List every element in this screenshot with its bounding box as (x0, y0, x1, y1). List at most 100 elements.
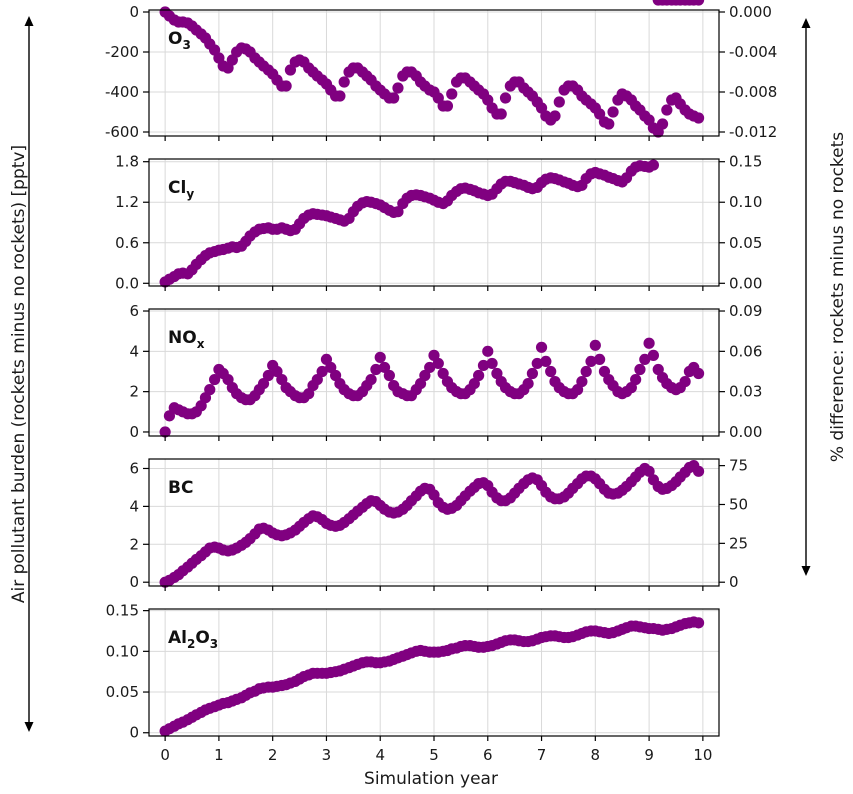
left-tick-label: 0 (129, 573, 139, 591)
data-point (692, 617, 705, 629)
left-tick-label: 0.15 (106, 602, 139, 620)
right-tick-label: 0.00 (729, 274, 762, 292)
x-tick-label: 8 (591, 746, 601, 764)
x-tick-label: 7 (537, 746, 547, 764)
data-point (370, 363, 382, 376)
left-tick-label: 4 (129, 497, 139, 515)
x-axis: 0 1 2 3 4 5 6 7 8 9 10 (160, 746, 712, 764)
data-point (392, 206, 404, 218)
right-tick-label: 0.15 (729, 153, 762, 171)
left-tick-label: 0 (129, 3, 139, 21)
data-point (159, 426, 171, 438)
data-point (419, 369, 431, 382)
right-axis-title-group: % difference: rockets minus no rockets (801, 18, 848, 576)
left-tick-label: 6 (129, 302, 139, 320)
data-point (388, 92, 400, 104)
left-tick-label: 6 (129, 459, 139, 477)
right-tick-label: 25 (729, 534, 748, 552)
x-tick-label: 1 (214, 746, 224, 764)
data-point (383, 369, 395, 382)
data-point (692, 465, 705, 477)
data-point (209, 373, 221, 386)
data-point (531, 357, 543, 370)
right-tick-label: 50 (729, 495, 748, 513)
data-point (639, 353, 651, 365)
panel-5: 0 0.05 0.10 0.15 Al2O3 (106, 602, 720, 742)
data-point (679, 375, 691, 388)
data-point (163, 410, 176, 422)
data-point (576, 375, 588, 388)
data-point (482, 345, 494, 357)
x-tick-label: 3 (322, 746, 332, 764)
left-tick-label: 1.8 (115, 153, 139, 171)
right-tick-label: 0.00 (729, 423, 762, 441)
right-tick-label: -0.012 (729, 123, 777, 141)
data-point (257, 377, 270, 390)
right-tick-label: 0.06 (729, 342, 762, 360)
data-point (553, 96, 565, 108)
x-tick-label: 4 (375, 746, 385, 764)
left-tick-label: 2 (129, 383, 139, 401)
left-tick-label: 0.0 (115, 274, 139, 292)
x-tick-label: 2 (268, 746, 278, 764)
data-point (630, 373, 642, 386)
x-axis-title: Simulation year (364, 769, 498, 789)
data-point (365, 373, 377, 386)
data-point (545, 365, 557, 378)
data-point (325, 361, 337, 374)
data-point (486, 357, 498, 370)
data-point (603, 118, 615, 130)
data-point (549, 110, 561, 122)
data-point (499, 92, 512, 104)
data-point (262, 369, 274, 382)
data-point (692, 367, 705, 380)
x-tick-label: 6 (483, 746, 493, 764)
right-tick-label: -0.004 (729, 43, 777, 61)
data-point (311, 373, 323, 386)
panel-label: Cly (168, 178, 194, 201)
panel-1: 0 -200 -400 -600 0.000 -0.004 -0.008 -0.012 O3 (105, 3, 777, 141)
data-point (535, 341, 548, 353)
data-point (495, 108, 507, 120)
data-point (643, 337, 655, 349)
left-tick-label: 0 (129, 724, 139, 742)
left-tick-label: 4 (129, 342, 139, 360)
left-axis-arrow-head-up (24, 16, 34, 26)
right-tick-label: -0.008 (729, 83, 777, 101)
data-point (526, 367, 539, 380)
data-point (585, 355, 597, 368)
data-point (280, 80, 292, 92)
left-y-axis-title: Air pollutant burden (rockets minus no r… (9, 145, 29, 603)
left-tick-label: -200 (105, 43, 139, 61)
data-point (271, 365, 283, 378)
data-point (477, 359, 490, 372)
right-axis-arrow-head-up (801, 18, 811, 28)
data-point (432, 357, 444, 370)
data-point (316, 365, 328, 378)
data-point (661, 104, 673, 116)
left-tick-label: 0 (129, 423, 139, 441)
right-tick-label: 75 (729, 457, 748, 475)
left-tick-label: -600 (105, 123, 139, 141)
left-axis-title-group: Air pollutant burden (rockets minus no r… (9, 16, 34, 732)
data-point (204, 384, 216, 396)
left-axis-arrow-head-down (24, 722, 34, 732)
data-point (374, 351, 386, 363)
panel-label: NOx (168, 328, 205, 351)
data-point (338, 76, 350, 88)
left-tick-label: 2 (129, 535, 139, 553)
left-tick-label: 1.2 (115, 193, 139, 211)
left-tick-label: 0.05 (106, 683, 139, 701)
data-point (607, 106, 619, 118)
data-point (589, 339, 601, 351)
data-point (522, 377, 534, 390)
data-point (441, 100, 454, 112)
data-point (643, 465, 655, 477)
data-point (540, 355, 552, 368)
data-point (580, 365, 592, 378)
panel-4: 0 2 4 6 0 25 50 75 BC (129, 457, 748, 592)
right-tick-label: 0.03 (729, 383, 762, 401)
data-point (692, 112, 705, 124)
panels-group: 0-200-400-6000.000-0.004-0.008-0.012O30.… (105, 0, 777, 742)
